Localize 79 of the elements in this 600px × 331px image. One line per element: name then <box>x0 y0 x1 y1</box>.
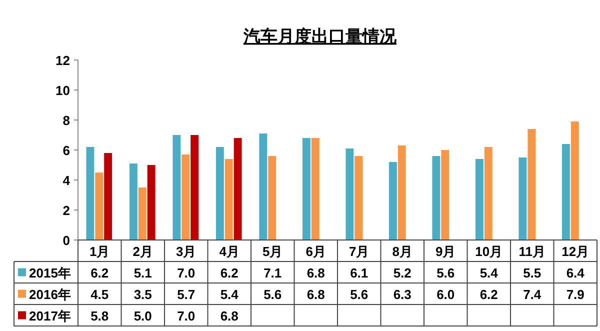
bar <box>388 162 397 240</box>
x-tick-label: 12月 <box>562 244 590 259</box>
x-tick-label: 9月 <box>436 244 456 259</box>
data-label: 6.8 <box>220 308 238 324</box>
data-label: 3.5 <box>134 286 152 302</box>
bar <box>95 172 104 240</box>
bar <box>147 165 156 240</box>
bar <box>484 147 492 240</box>
y-tick-label: 2 <box>62 203 70 218</box>
data-label: 5.5 <box>523 265 542 280</box>
y-tick-label: 12 <box>56 53 70 68</box>
bar <box>259 134 268 240</box>
bar <box>216 147 224 240</box>
y-tick-label: 4 <box>62 173 71 188</box>
chart-title: 汽车月度出口量情况 <box>242 27 398 46</box>
data-label: 4.5 <box>90 286 109 302</box>
x-tick-label: 1月 <box>90 244 110 259</box>
bar <box>475 159 484 240</box>
bar <box>172 135 181 240</box>
data-label: 5.2 <box>393 265 412 280</box>
x-tick-label: 11月 <box>518 244 546 259</box>
bar <box>86 147 94 240</box>
data-label: 5.1 <box>134 265 152 280</box>
x-tick-label: 7月 <box>349 244 370 259</box>
data-label: 5.8 <box>90 308 109 324</box>
data-label: 5.4 <box>220 286 240 302</box>
bar <box>190 135 199 240</box>
legend-label: 2015年 <box>29 265 71 280</box>
bar <box>518 158 527 240</box>
legend-label: 2016年 <box>29 286 71 302</box>
x-tick-label: 6月 <box>306 244 326 259</box>
x-tick-label: 10月 <box>475 244 503 259</box>
data-label: 7.9 <box>566 286 584 302</box>
x-tick-label: 5月 <box>262 244 283 259</box>
data-label: 7.0 <box>177 308 196 324</box>
data-label: 7.4 <box>523 286 542 302</box>
x-tick-label: 4月 <box>219 244 240 259</box>
bar <box>104 153 112 240</box>
bar <box>224 159 233 240</box>
bar <box>346 148 354 240</box>
data-label: 5.7 <box>177 286 196 302</box>
bar <box>354 156 363 240</box>
y-tick-label: 6 <box>62 143 70 158</box>
bar <box>570 122 579 240</box>
data-label: 6.1 <box>350 265 368 280</box>
data-label: 7.1 <box>264 265 282 280</box>
y-tick-label: 0 <box>62 233 70 248</box>
bar <box>311 138 320 240</box>
data-label: 5.0 <box>134 308 152 324</box>
data-label: 5.6 <box>350 286 368 302</box>
data-label: 6.2 <box>90 265 109 280</box>
y-tick-label: 8 <box>62 113 70 128</box>
bar <box>129 164 138 240</box>
bar <box>398 146 406 240</box>
data-label: 5.6 <box>436 265 455 280</box>
x-tick-label: 3月 <box>176 244 196 259</box>
bar <box>562 144 570 240</box>
bar <box>182 154 190 240</box>
x-tick-label: 2月 <box>132 244 153 259</box>
y-tick-label: 10 <box>56 83 70 98</box>
x-tick-label: 8月 <box>392 244 412 259</box>
bar <box>441 150 450 240</box>
data-label: 5.6 <box>264 286 282 302</box>
data-label: 6.0 <box>436 286 455 302</box>
bar <box>268 156 276 240</box>
data-label: 7.0 <box>177 265 196 280</box>
data-label: 5.4 <box>480 265 499 280</box>
legend-label: 2017年 <box>29 308 71 324</box>
data-label: 6.2 <box>480 286 498 302</box>
bar <box>528 129 536 240</box>
bar <box>234 138 242 240</box>
data-label: 6.2 <box>220 265 238 280</box>
bar <box>138 188 146 240</box>
bar <box>432 156 440 240</box>
data-label: 6.4 <box>566 265 586 280</box>
data-label: 6.8 <box>306 286 325 302</box>
data-label: 6.8 <box>306 265 325 280</box>
data-label: 6.3 <box>393 286 412 302</box>
bar <box>302 138 310 240</box>
